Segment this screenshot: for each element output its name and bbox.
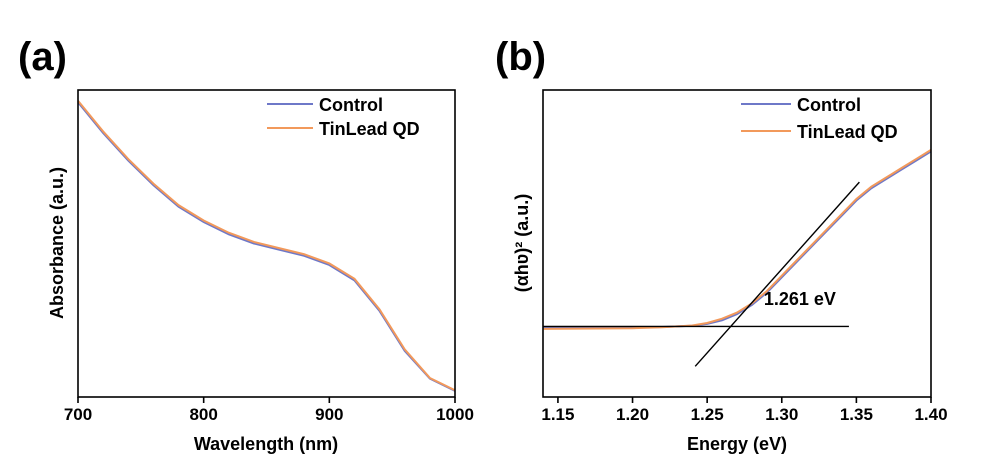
panel-b-x-tick-label: 1.20 <box>616 405 649 424</box>
panel-a-plot-area <box>77 100 456 392</box>
panel-b-legend-label-tinlead: TinLead QD <box>797 122 898 142</box>
panel-b-y-axis-title: (αhʋ)² (a.u.) <box>512 194 532 293</box>
panel-a-series-tinlead-qd <box>77 100 456 392</box>
panel-a-x-tick-label: 700 <box>64 405 92 424</box>
panel-a-x-tick-label: 1000 <box>436 405 474 424</box>
panel-b-label: (b) <box>495 35 546 79</box>
panel-b-plot-area <box>542 149 932 367</box>
panel-a-legend: Control TinLead QD <box>267 95 420 139</box>
panel-b-legend: Control TinLead QD <box>741 95 898 142</box>
panel-a-legend-label-tinlead: TinLead QD <box>319 119 420 139</box>
panel-a-x-tick-label: 800 <box>189 405 217 424</box>
panel-a-x-tick-label: 900 <box>315 405 343 424</box>
panel-a: (a) 700 800 900 1000 Wavelength (nm) Absorb… <box>18 35 474 454</box>
panel-b-x-tick-label: 1.30 <box>765 405 798 424</box>
panel-b-x-tick-label: 1.40 <box>914 405 947 424</box>
panel-b-bandgap-annotation: 1.261 eV <box>764 289 836 309</box>
panel-b-fit-line-1 <box>694 181 860 367</box>
panel-b-series-tinlead-qd <box>542 149 932 330</box>
panel-a-y-axis-title: Absorbance (a.u.) <box>47 167 67 319</box>
panel-b-series-control <box>542 150 932 329</box>
panel-b-x-tick-label: 1.15 <box>541 405 574 424</box>
panel-b-axes-frame <box>542 89 932 398</box>
panel-a-series-control <box>77 101 456 392</box>
panel-b-x-tick-label: 1.35 <box>840 405 873 424</box>
panel-a-x-ticks: 700 800 900 1000 <box>64 397 474 424</box>
panel-b: (b) 1.15 1.20 1.25 1.30 1.35 1.40 Energy (eV)… <box>495 35 948 454</box>
panel-b-legend-label-control: Control <box>797 95 861 115</box>
panel-b-x-tick-label: 1.25 <box>691 405 724 424</box>
panel-b-x-ticks: 1.15 1.20 1.25 1.30 1.35 1.40 <box>541 397 948 424</box>
panel-a-legend-label-control: Control <box>319 95 383 115</box>
panel-a-x-axis-title: Wavelength (nm) <box>194 434 338 454</box>
panel-a-axes-frame <box>77 89 456 398</box>
panel-b-x-axis-title: Energy (eV) <box>687 434 787 454</box>
panel-a-label: (a) <box>18 35 67 79</box>
